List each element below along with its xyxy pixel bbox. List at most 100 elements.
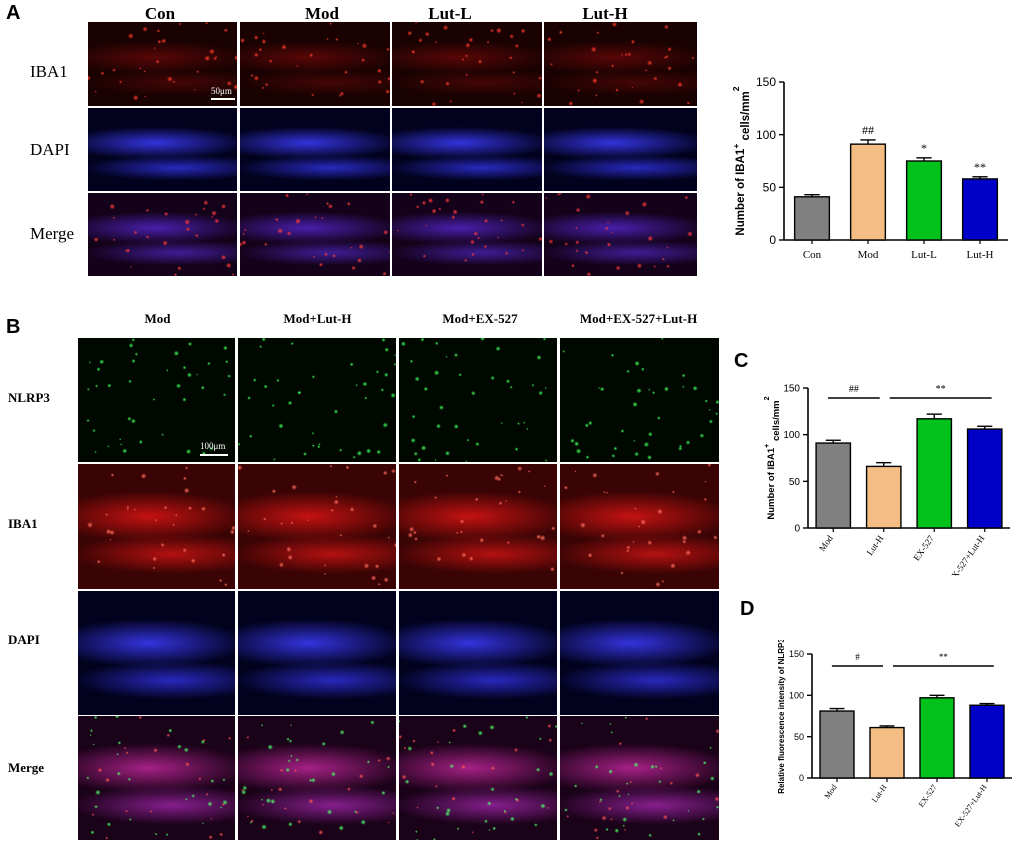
micrograph-b-r1-c3 bbox=[399, 338, 557, 462]
significance-label: # bbox=[855, 652, 860, 662]
micrograph-b-r4-c3 bbox=[399, 716, 557, 840]
y-tick-label: 100 bbox=[789, 690, 804, 700]
significance-marker: * bbox=[921, 141, 927, 155]
micrograph-b-r2-c3 bbox=[399, 464, 557, 589]
micrograph-a-r3-c1 bbox=[88, 193, 237, 276]
significance-marker: ## bbox=[862, 123, 874, 137]
micrograph-a-r2-c2 bbox=[240, 108, 390, 191]
y-tick-label: 100 bbox=[756, 128, 776, 142]
micrograph-b-r1-c2 bbox=[238, 338, 396, 462]
panel-letter-b: B bbox=[6, 316, 21, 338]
bar-chart-c: 0 50 100 150 Mod Lut-H EX-527 EX-527+Lut-H ## ** N… bbox=[763, 384, 1010, 576]
micrograph-a-r1-c4 bbox=[544, 22, 697, 106]
micrograph-b-r3-c3 bbox=[399, 591, 557, 715]
x-tick-label: EX-527 bbox=[911, 533, 936, 562]
y-tick-label: 50 bbox=[763, 181, 777, 195]
micrograph-b-r3-c1 bbox=[78, 591, 235, 715]
x-tick-label: EX-527+Lut-H bbox=[946, 533, 986, 576]
x-tick-label: Mod bbox=[817, 533, 835, 553]
micrograph-b-r2-c2 bbox=[238, 464, 396, 589]
significance-label: ** bbox=[939, 652, 949, 662]
col-head-lut-h: Lut-H bbox=[582, 4, 628, 23]
x-tick-label: Lut-H bbox=[967, 249, 994, 261]
micrograph-a-r2-c3 bbox=[392, 108, 542, 191]
micrograph-b-r4-c1 bbox=[78, 716, 235, 840]
scale-bar-a bbox=[211, 98, 235, 100]
panel-letter-d: D bbox=[740, 598, 755, 620]
y-tick-label: 50 bbox=[794, 732, 804, 742]
bar bbox=[916, 418, 953, 529]
micrograph-b-r1-c4 bbox=[560, 338, 719, 462]
bar bbox=[819, 710, 855, 779]
y-axis-title: Relative fluorescence intensity of NLRP3 bbox=[777, 640, 786, 794]
col-head-b-mod-ex527-luth: Mod+EX-527+Lut-H bbox=[579, 311, 698, 326]
x-tick-label: Lut-H bbox=[870, 783, 889, 804]
bar bbox=[869, 726, 905, 779]
x-tick-label: Mod bbox=[823, 783, 839, 801]
bar bbox=[905, 160, 943, 241]
x-tick-label: Lut-H bbox=[865, 533, 886, 557]
y-axis-title: Number of IBA1+ cells/mm2 bbox=[763, 396, 782, 519]
significance-marker: ** bbox=[974, 160, 986, 174]
micrograph-a-r3-c3 bbox=[392, 193, 542, 276]
panel-letter-c: C bbox=[734, 350, 749, 372]
y-tick-label: 150 bbox=[789, 649, 804, 659]
row-label-iba1: IBA1 bbox=[30, 62, 68, 81]
micrograph-b-r3-c2 bbox=[238, 591, 396, 715]
bar bbox=[793, 196, 831, 241]
micrograph-a-r2-c4 bbox=[544, 108, 697, 191]
y-tick-label: 0 bbox=[769, 233, 776, 247]
micrograph-b-r4-c2 bbox=[238, 716, 396, 840]
row-label-b-nlrp3: NLRP3 bbox=[8, 390, 50, 405]
x-tick-label: Lut-L bbox=[911, 249, 937, 261]
y-tick-label: 150 bbox=[783, 384, 800, 395]
bar bbox=[815, 442, 852, 529]
scale-bar-b bbox=[200, 454, 228, 456]
micrograph-a-r3-c4 bbox=[544, 193, 697, 276]
col-head-lut-l: Lut-L bbox=[428, 4, 472, 23]
row-label-b-dapi: DAPI bbox=[8, 632, 40, 647]
row-label-merge: Merge bbox=[30, 224, 75, 243]
significance-label: ** bbox=[936, 384, 946, 395]
significance-label: ## bbox=[849, 384, 859, 395]
micrograph-b-r1-c1 bbox=[78, 338, 235, 462]
row-label-b-merge: Merge bbox=[8, 760, 45, 775]
micrograph-b-r2-c4 bbox=[560, 464, 719, 589]
x-tick-label: Mod bbox=[858, 249, 879, 261]
micrograph-a-r1-c2 bbox=[240, 22, 390, 106]
row-label-b-iba1: IBA1 bbox=[8, 516, 38, 531]
micrograph-a-r3-c2 bbox=[240, 193, 390, 276]
bar-chart-d: 0 50 100 150 Mod Lut-H EX-527 EX-527+Lut-H # ** Re… bbox=[777, 640, 1012, 829]
bar bbox=[849, 143, 887, 241]
y-tick-label: 150 bbox=[756, 75, 776, 89]
x-tick-label: EX-527+Lut-H bbox=[953, 783, 989, 829]
micrograph-b-r4-c4 bbox=[560, 716, 719, 840]
col-head-mod: Mod bbox=[305, 4, 339, 23]
y-tick-label: 100 bbox=[783, 430, 800, 441]
y-tick-label: 0 bbox=[799, 773, 804, 783]
x-tick-label: EX-527 bbox=[917, 783, 939, 809]
y-tick-label: 0 bbox=[794, 524, 800, 535]
micrograph-a-r2-c1 bbox=[88, 108, 237, 191]
col-head-b-mod-ex527: Mod+EX-527 bbox=[442, 311, 518, 326]
y-axis-title: Number of IBA1+ cells/mm2 bbox=[731, 86, 752, 235]
micrograph-a-r1-c1 bbox=[88, 22, 237, 106]
bar bbox=[969, 704, 1005, 779]
row-label-dapi: DAPI bbox=[30, 140, 70, 159]
scale-label-a: 50μm bbox=[211, 86, 232, 96]
scale-label-b: 100μm bbox=[200, 441, 226, 451]
bar bbox=[961, 178, 999, 241]
micrograph-b-r2-c1 bbox=[78, 464, 235, 589]
y-tick-label: 50 bbox=[789, 477, 801, 488]
micrograph-a-r1-c3 bbox=[392, 22, 542, 106]
panel-letter-a: A bbox=[6, 2, 21, 24]
bar bbox=[919, 697, 955, 779]
bar bbox=[966, 428, 1003, 529]
bar bbox=[865, 465, 902, 529]
x-tick-label: Con bbox=[803, 249, 822, 261]
micrograph-b-r3-c4 bbox=[560, 591, 719, 715]
bar-chart-a: 0 50 100 150 Con Mod ## Lut-L * Lut-H ** Number of … bbox=[731, 75, 1008, 261]
col-head-con: Con bbox=[144, 4, 176, 23]
col-head-b-mod: Mod bbox=[144, 311, 171, 326]
col-head-b-mod-luth: Mod+Lut-H bbox=[283, 311, 352, 326]
